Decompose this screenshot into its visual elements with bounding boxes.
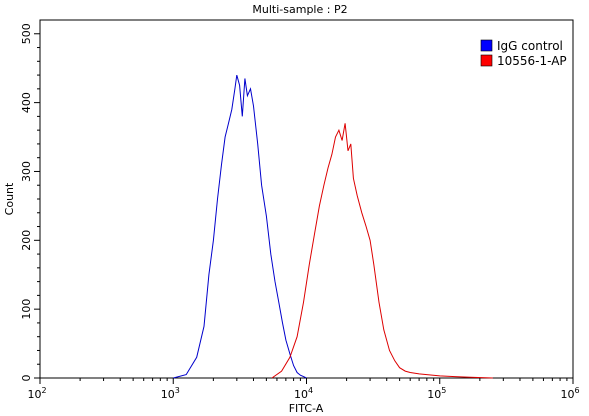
- chart-title: Multi-sample : P2: [252, 3, 347, 16]
- x-tick-label-2: 104: [294, 386, 313, 401]
- x-tick-label-4: 106: [560, 386, 579, 401]
- y-tick-label-4: 400: [20, 92, 33, 113]
- y-tick-label-3: 300: [20, 161, 33, 182]
- x-axis-title: FITC-A: [289, 402, 324, 415]
- legend-swatch-1: [480, 54, 493, 67]
- plot-frame: [39, 19, 574, 379]
- legend-label-0: IgG control: [497, 39, 563, 53]
- x-tick-label-0: 102: [27, 386, 46, 401]
- y-tick-label-2: 200: [20, 230, 33, 251]
- series-line-1: [271, 123, 493, 379]
- legend-label-1: 10556-1-AP: [497, 54, 567, 68]
- y-axis: 0 100 200 300 400 500: [20, 23, 40, 382]
- x-axis: 102 103 104 105 106: [27, 378, 580, 401]
- y-tick-label-0: 0: [20, 375, 33, 382]
- y-tick-label-5: 500: [20, 23, 33, 44]
- y-axis-title: Count: [3, 182, 16, 215]
- x-tick-label-1: 103: [161, 386, 180, 401]
- legend-swatch-0: [480, 39, 493, 52]
- series-line-0: [173, 74, 307, 379]
- series-layer: [173, 74, 493, 379]
- y-tick-label-1: 100: [20, 299, 33, 320]
- x-tick-label-3: 105: [427, 386, 446, 401]
